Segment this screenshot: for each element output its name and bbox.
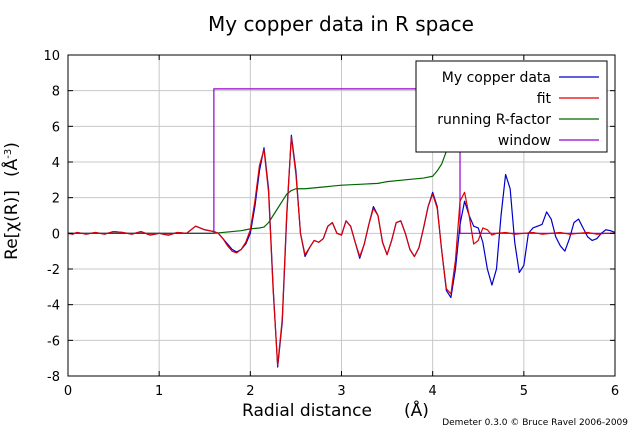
y-tick-label: 10 [43,49,60,64]
y-axis-label-group: Re[χ(R)] (Å-3) [0,142,22,260]
chart-title: My copper data in R space [208,12,474,36]
y-axis-ticks: -8 -6 -4 -2 0 2 4 6 8 10 [43,49,615,385]
y-axis-label: Re[χ(R)] [2,190,22,260]
x-tick-label: 2 [246,384,254,399]
legend: My copper data fit running R-factor window [415,60,608,153]
y-tick-label: 0 [52,227,60,242]
legend-label-my-copper-data: My copper data [442,70,551,86]
legend-label-window: window [498,133,551,149]
x-tick-label: 6 [611,384,619,399]
credit-text: Demeter 0.3.0 © Bruce Ravel 2006-2009 [442,418,628,428]
legend-label-fit: fit [537,91,552,107]
y-tick-label: 4 [52,156,60,171]
x-tick-label: 5 [520,384,528,399]
y-tick-label: 6 [52,120,60,135]
y-axis-unit-close: ) [2,142,22,149]
x-tick-label: 4 [429,384,437,399]
y-tick-label: -2 [47,263,60,278]
y-axis-unit: (Å-3) [0,142,22,177]
series-line-running-r-factor [68,86,461,234]
y-axis-unit-exponent: -3 [3,149,14,159]
y-tick-label: -8 [47,370,60,385]
y-tick-label: 2 [52,192,60,207]
x-axis-ticks: 0 1 2 3 4 5 6 [64,55,619,399]
series-line-fit [67,136,615,366]
legend-label-running-r-factor: running R-factor [437,112,551,128]
x-axis-unit: (Å) [404,399,429,421]
x-tick-label: 0 [64,384,72,399]
y-tick-label: -6 [47,334,60,349]
series-layer [67,86,616,368]
x-tick-label: 3 [337,384,345,399]
x-axis-label: Radial distance [242,401,372,421]
y-tick-label: -4 [47,299,60,314]
x-tick-label: 1 [155,384,163,399]
y-tick-label: 8 [52,85,60,100]
y-axis-unit-open: (Å [0,158,22,177]
legend-frame [415,60,608,153]
